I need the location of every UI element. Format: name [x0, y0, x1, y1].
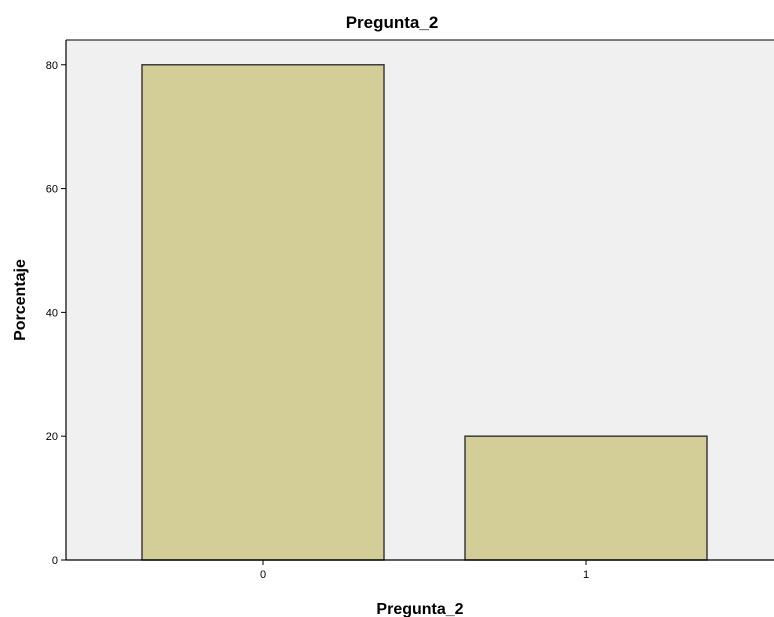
y-tick-label: 80: [46, 60, 58, 72]
x-axis-label: Pregunta_2: [376, 601, 463, 617]
x-tick-label: 0: [260, 569, 266, 581]
bar-1: [464, 435, 708, 561]
x-tick-label: 1: [583, 569, 589, 581]
bar-0: [141, 64, 385, 561]
bars-layer: [141, 64, 708, 561]
y-tick-label: 60: [46, 184, 58, 196]
y-tick-label: 40: [46, 307, 58, 319]
y-ticks-layer: 0 20 40 60 80: [46, 60, 66, 567]
chart-title: Pregunta_2: [346, 13, 439, 32]
y-tick-label: 20: [46, 431, 58, 443]
y-axis-label: Porcentaje: [12, 259, 29, 341]
y-tick-label: 0: [52, 555, 58, 567]
